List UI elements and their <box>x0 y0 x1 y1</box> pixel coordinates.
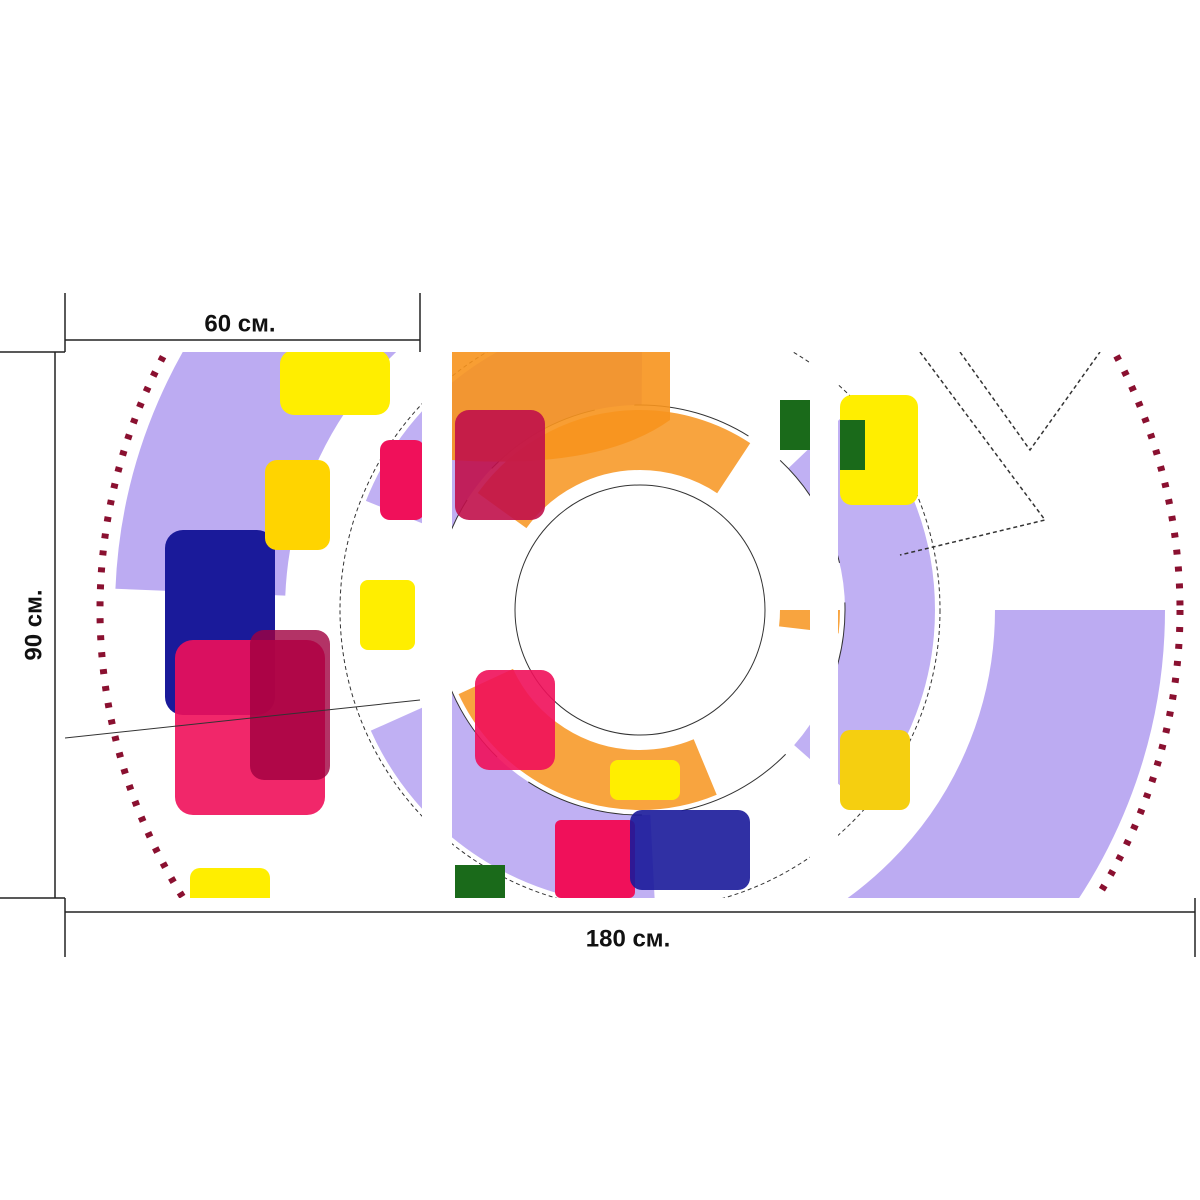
height-label: 90 см. <box>20 589 47 660</box>
panel-width-label: 60 см. <box>204 310 275 337</box>
total-width-label: 180 см. <box>586 925 670 952</box>
